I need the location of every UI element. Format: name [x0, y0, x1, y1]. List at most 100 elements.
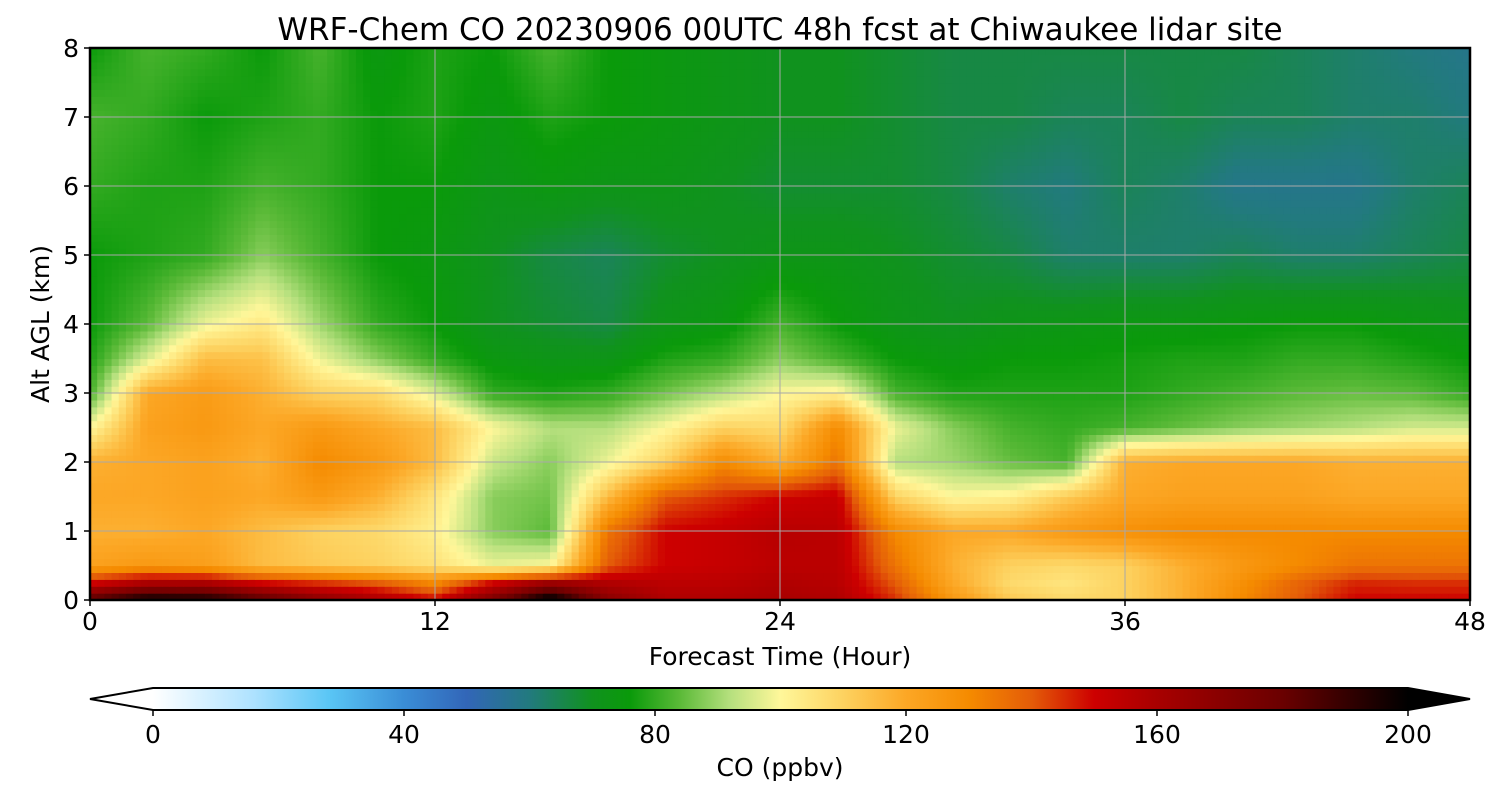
heatmap-cell	[1218, 482, 1227, 491]
heatmap-cell	[262, 579, 271, 587]
heatmap-cell	[176, 475, 185, 484]
heatmap-cell	[1419, 482, 1428, 491]
heatmap-cell	[427, 427, 436, 435]
heatmap-cell	[406, 468, 415, 477]
heatmap-cell	[1017, 496, 1025, 504]
heatmap-cell	[851, 441, 860, 449]
heatmap-cell	[794, 586, 803, 594]
heatmap-cell	[600, 427, 609, 435]
heatmap-cell	[1355, 517, 1363, 525]
heatmap-cell	[492, 468, 501, 477]
heatmap-cell	[614, 537, 623, 546]
heatmap-cell	[801, 462, 810, 470]
heatmap-cell	[1247, 427, 1255, 435]
heatmap-cell	[1196, 475, 1205, 484]
heatmap-cell	[1261, 572, 1270, 580]
heatmap-cell	[111, 462, 120, 470]
heatmap-cell	[593, 579, 601, 587]
heatmap-cell	[499, 503, 508, 511]
heatmap-cell	[1060, 503, 1069, 511]
heatmap-cell	[700, 462, 709, 470]
heatmap-cell	[1268, 510, 1277, 518]
heatmap-cell	[657, 510, 666, 518]
heatmap-cell	[571, 524, 580, 532]
heatmap-cell	[571, 544, 580, 553]
heatmap-cell	[377, 558, 386, 567]
heatmap-cell	[1412, 503, 1421, 511]
heatmap-cell	[1053, 489, 1061, 498]
heatmap-cell	[1103, 503, 1112, 511]
heatmap-cell	[176, 455, 185, 463]
heatmap-cell	[1096, 489, 1105, 498]
heatmap-cell	[205, 468, 213, 477]
heatmap-cell	[1362, 524, 1370, 532]
heatmap-cell	[219, 462, 228, 470]
heatmap-cell	[1261, 517, 1270, 525]
heatmap-cell	[1340, 593, 1349, 600]
heatmap-cell	[413, 593, 422, 600]
heatmap-cell	[930, 537, 939, 546]
heatmap-cell	[284, 565, 292, 573]
heatmap-cell	[463, 441, 472, 449]
heatmap-cell	[1240, 420, 1248, 429]
heatmap-cell	[1247, 558, 1255, 567]
heatmap-cell	[1053, 531, 1061, 539]
heatmap-cell	[880, 579, 889, 587]
heatmap-cell	[1117, 558, 1126, 567]
heatmap-cell	[355, 531, 364, 539]
heatmap-cell	[521, 427, 530, 435]
heatmap-cell	[1455, 537, 1464, 546]
heatmap-cell	[499, 475, 508, 484]
heatmap-cell	[420, 565, 429, 573]
heatmap-cell	[1383, 489, 1392, 498]
heatmap-cell	[1132, 482, 1140, 491]
heatmap-cell	[744, 420, 752, 429]
heatmap-cell	[557, 558, 565, 567]
heatmap-cell	[916, 579, 925, 587]
heatmap-cell	[1304, 586, 1313, 594]
heatmap-cell	[1311, 462, 1320, 470]
heatmap-cell	[600, 517, 609, 525]
heatmap-cell	[104, 586, 113, 594]
heatmap-cell	[1211, 455, 1220, 463]
heatmap-cell	[1204, 558, 1212, 567]
heatmap-cell	[751, 462, 760, 470]
heatmap-cell	[1398, 496, 1406, 504]
heatmap-cell	[736, 441, 745, 449]
heatmap-cell	[384, 496, 393, 504]
heatmap-cell	[1074, 441, 1083, 449]
heatmap-cell	[1275, 441, 1284, 449]
heatmap-cell	[176, 537, 185, 546]
heatmap-cell	[133, 551, 141, 560]
heatmap-cell	[952, 468, 961, 477]
heatmap-cell	[1405, 496, 1414, 504]
heatmap-cell	[205, 524, 213, 532]
heatmap-cell	[485, 572, 494, 580]
heatmap-cell	[125, 434, 134, 442]
heatmap-cell	[240, 586, 249, 594]
heatmap-cell	[722, 565, 731, 573]
heatmap-cell	[1355, 593, 1363, 600]
heatmap-cell	[377, 551, 386, 560]
heatmap-cell	[1311, 420, 1320, 429]
heatmap-cell	[248, 510, 256, 518]
heatmap-cell	[1182, 427, 1191, 435]
heatmap-cell	[787, 475, 795, 484]
heatmap-cell	[1283, 524, 1291, 532]
heatmap-cell	[729, 558, 738, 567]
heatmap-cell	[1010, 593, 1018, 600]
heatmap-cell	[1390, 531, 1399, 539]
heatmap-cell	[988, 544, 997, 553]
heatmap-cell	[923, 475, 932, 484]
heatmap-cell	[571, 482, 580, 491]
heatmap-cell	[1240, 441, 1248, 449]
heatmap-cell	[154, 586, 163, 594]
heatmap-cell	[643, 475, 652, 484]
heatmap-cell	[945, 517, 954, 525]
heatmap-cell	[902, 448, 910, 456]
heatmap-cell	[1204, 544, 1212, 553]
heatmap-cell	[564, 468, 573, 477]
heatmap-cell	[621, 468, 630, 477]
heatmap-cell	[485, 468, 494, 477]
heatmap-cell	[571, 496, 580, 504]
